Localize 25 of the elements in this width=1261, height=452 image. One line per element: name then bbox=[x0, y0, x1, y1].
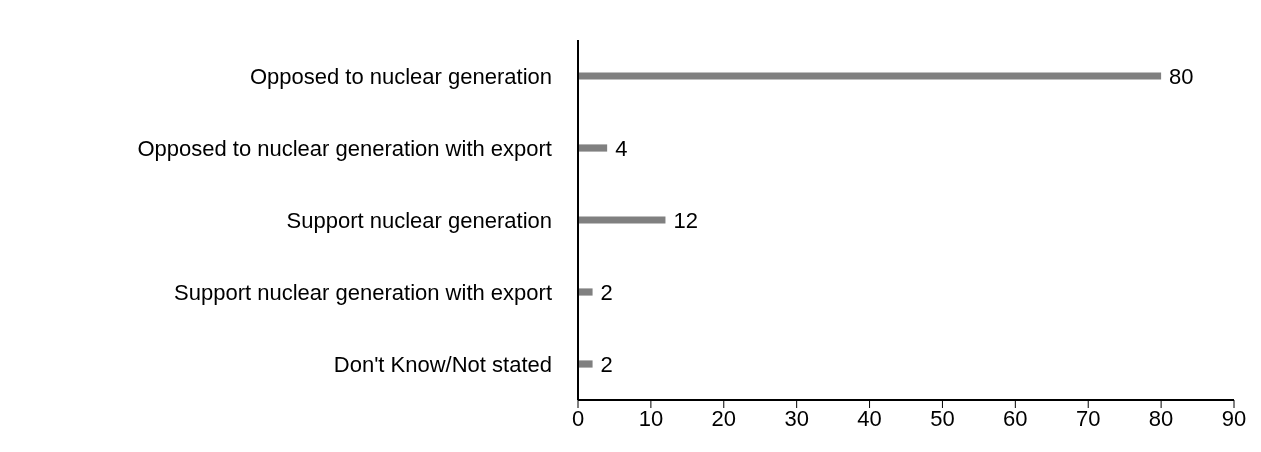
x-tick-label: 60 bbox=[1003, 405, 1028, 431]
bar bbox=[578, 288, 593, 296]
data-label: 2 bbox=[600, 351, 613, 377]
y-tick-label: Opposed to nuclear generation bbox=[249, 63, 552, 89]
x-tick-label: 0 bbox=[571, 405, 585, 431]
data-label: 80 bbox=[1169, 63, 1194, 89]
y-tick-label: Support nuclear generation bbox=[286, 207, 552, 233]
data-label: 4 bbox=[615, 135, 628, 161]
x-tick-label: 10 bbox=[638, 405, 664, 431]
bar bbox=[578, 360, 593, 368]
data-label: 12 bbox=[673, 207, 698, 233]
x-tick-label: 30 bbox=[784, 405, 809, 431]
x-tick-label: 80 bbox=[1148, 405, 1174, 431]
y-tick-label: Support nuclear generation with export bbox=[174, 279, 552, 305]
x-tick-label: 40 bbox=[857, 405, 882, 431]
y-tick-label: Don't Know/Not stated bbox=[333, 351, 552, 377]
x-tick-label: 20 bbox=[711, 405, 737, 431]
x-tick-label: 70 bbox=[1075, 405, 1101, 431]
y-tick-label: Opposed to nuclear generation with export bbox=[137, 135, 552, 161]
x-tick-label: 50 bbox=[930, 405, 955, 431]
data-label: 2 bbox=[600, 279, 613, 305]
bar bbox=[578, 72, 1162, 80]
bar bbox=[578, 144, 608, 152]
x-tick-label: 90 bbox=[1221, 405, 1247, 431]
bar bbox=[578, 216, 666, 224]
